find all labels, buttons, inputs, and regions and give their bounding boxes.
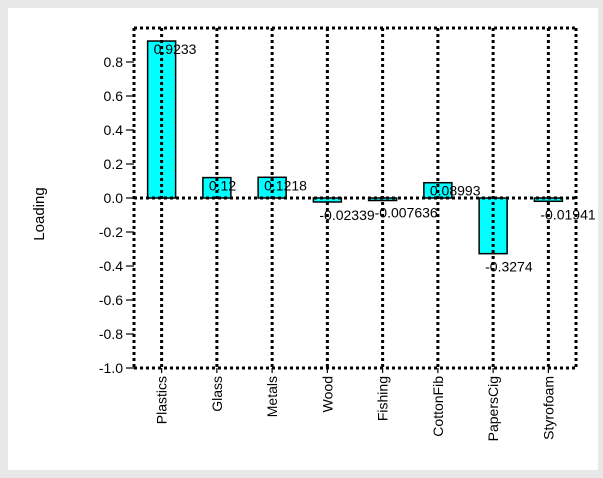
y-tick-label: -0.4 xyxy=(99,258,123,274)
value-label-paperscig: -0.3274 xyxy=(485,259,533,275)
x-tick-label-cottonfib: CottonFib xyxy=(430,376,446,437)
chart-panel: 0.9233 0.12 0.1218 -0.02339 -0.007636 0.08993… xyxy=(8,8,598,470)
y-tick-label: 0.8 xyxy=(104,54,124,70)
x-tick-label-metals: Metals xyxy=(264,376,280,417)
value-label-styrofoam: -0.01941 xyxy=(540,206,595,222)
y-axis: 0.8 0.6 0.4 0.2 0.0 -0.2 -0.4 -0.6 -0.8 -1.0 xyxy=(99,54,134,376)
y-tick-label: 0.2 xyxy=(104,156,124,172)
value-label-plastics: 0.9233 xyxy=(154,41,197,57)
x-tick-label-glass: Glass xyxy=(209,376,225,412)
value-label-wood: -0.02339 xyxy=(319,207,374,223)
y-tick-label: -0.8 xyxy=(99,326,123,342)
x-tick-label-wood: Wood xyxy=(319,376,335,412)
loading-bar-chart: 0.9233 0.12 0.1218 -0.02339 -0.007636 0.08993… xyxy=(31,26,596,441)
value-label-metals: 0.1218 xyxy=(264,177,307,193)
x-tick-label-plastics: Plastics xyxy=(154,376,170,424)
y-tick-label: -1.0 xyxy=(99,360,123,376)
y-tick-label: 0.6 xyxy=(104,88,124,104)
gridlines-layer xyxy=(134,28,576,368)
x-tick-label-paperscig: PapersCig xyxy=(485,376,501,441)
y-axis-label: Loading xyxy=(31,187,48,240)
y-tick-label: 0.0 xyxy=(104,190,124,206)
y-tick-label: -0.2 xyxy=(99,224,123,240)
x-tick-label-styrofoam: Styrofoam xyxy=(540,376,556,440)
y-tick-label: 0.4 xyxy=(104,122,124,138)
value-label-cottonfib: 0.08993 xyxy=(430,183,481,199)
x-tick-label-fishing: Fishing xyxy=(375,376,391,421)
value-label-glass: 0.12 xyxy=(209,178,236,194)
value-labels-layer: 0.9233 0.12 0.1218 -0.02339 -0.007636 0.08993… xyxy=(154,41,596,275)
x-axis: Plastics Glass Metals Wood Fishing CottonFib P… xyxy=(154,368,556,441)
value-label-fishing: -0.007636 xyxy=(375,204,438,220)
y-tick-label: -0.6 xyxy=(99,292,123,308)
